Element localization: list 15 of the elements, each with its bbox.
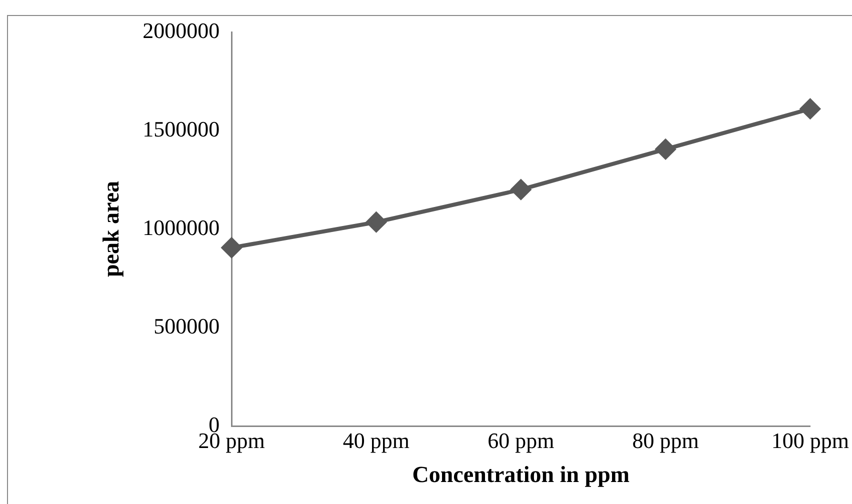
- y-tick-label: 500000: [154, 313, 220, 338]
- point: [222, 238, 242, 258]
- point: [800, 98, 820, 119]
- x-tick-label: 60 ppm: [488, 428, 554, 453]
- x-tick-label: 80 ppm: [632, 428, 699, 453]
- x-tick-label: 40 ppm: [342, 428, 410, 453]
- y-tick-label: 1000000: [142, 214, 220, 240]
- y-tick-label: 2000000: [142, 18, 220, 43]
- point: [366, 212, 386, 232]
- y-axis-title: peak area: [98, 180, 124, 278]
- point: [656, 139, 676, 160]
- y-tick-label: 1500000: [142, 116, 220, 142]
- point: [510, 180, 531, 200]
- x-tick-label: 100 ppm: [771, 428, 850, 453]
- x-axis-title: Concentration in ppm: [412, 462, 630, 488]
